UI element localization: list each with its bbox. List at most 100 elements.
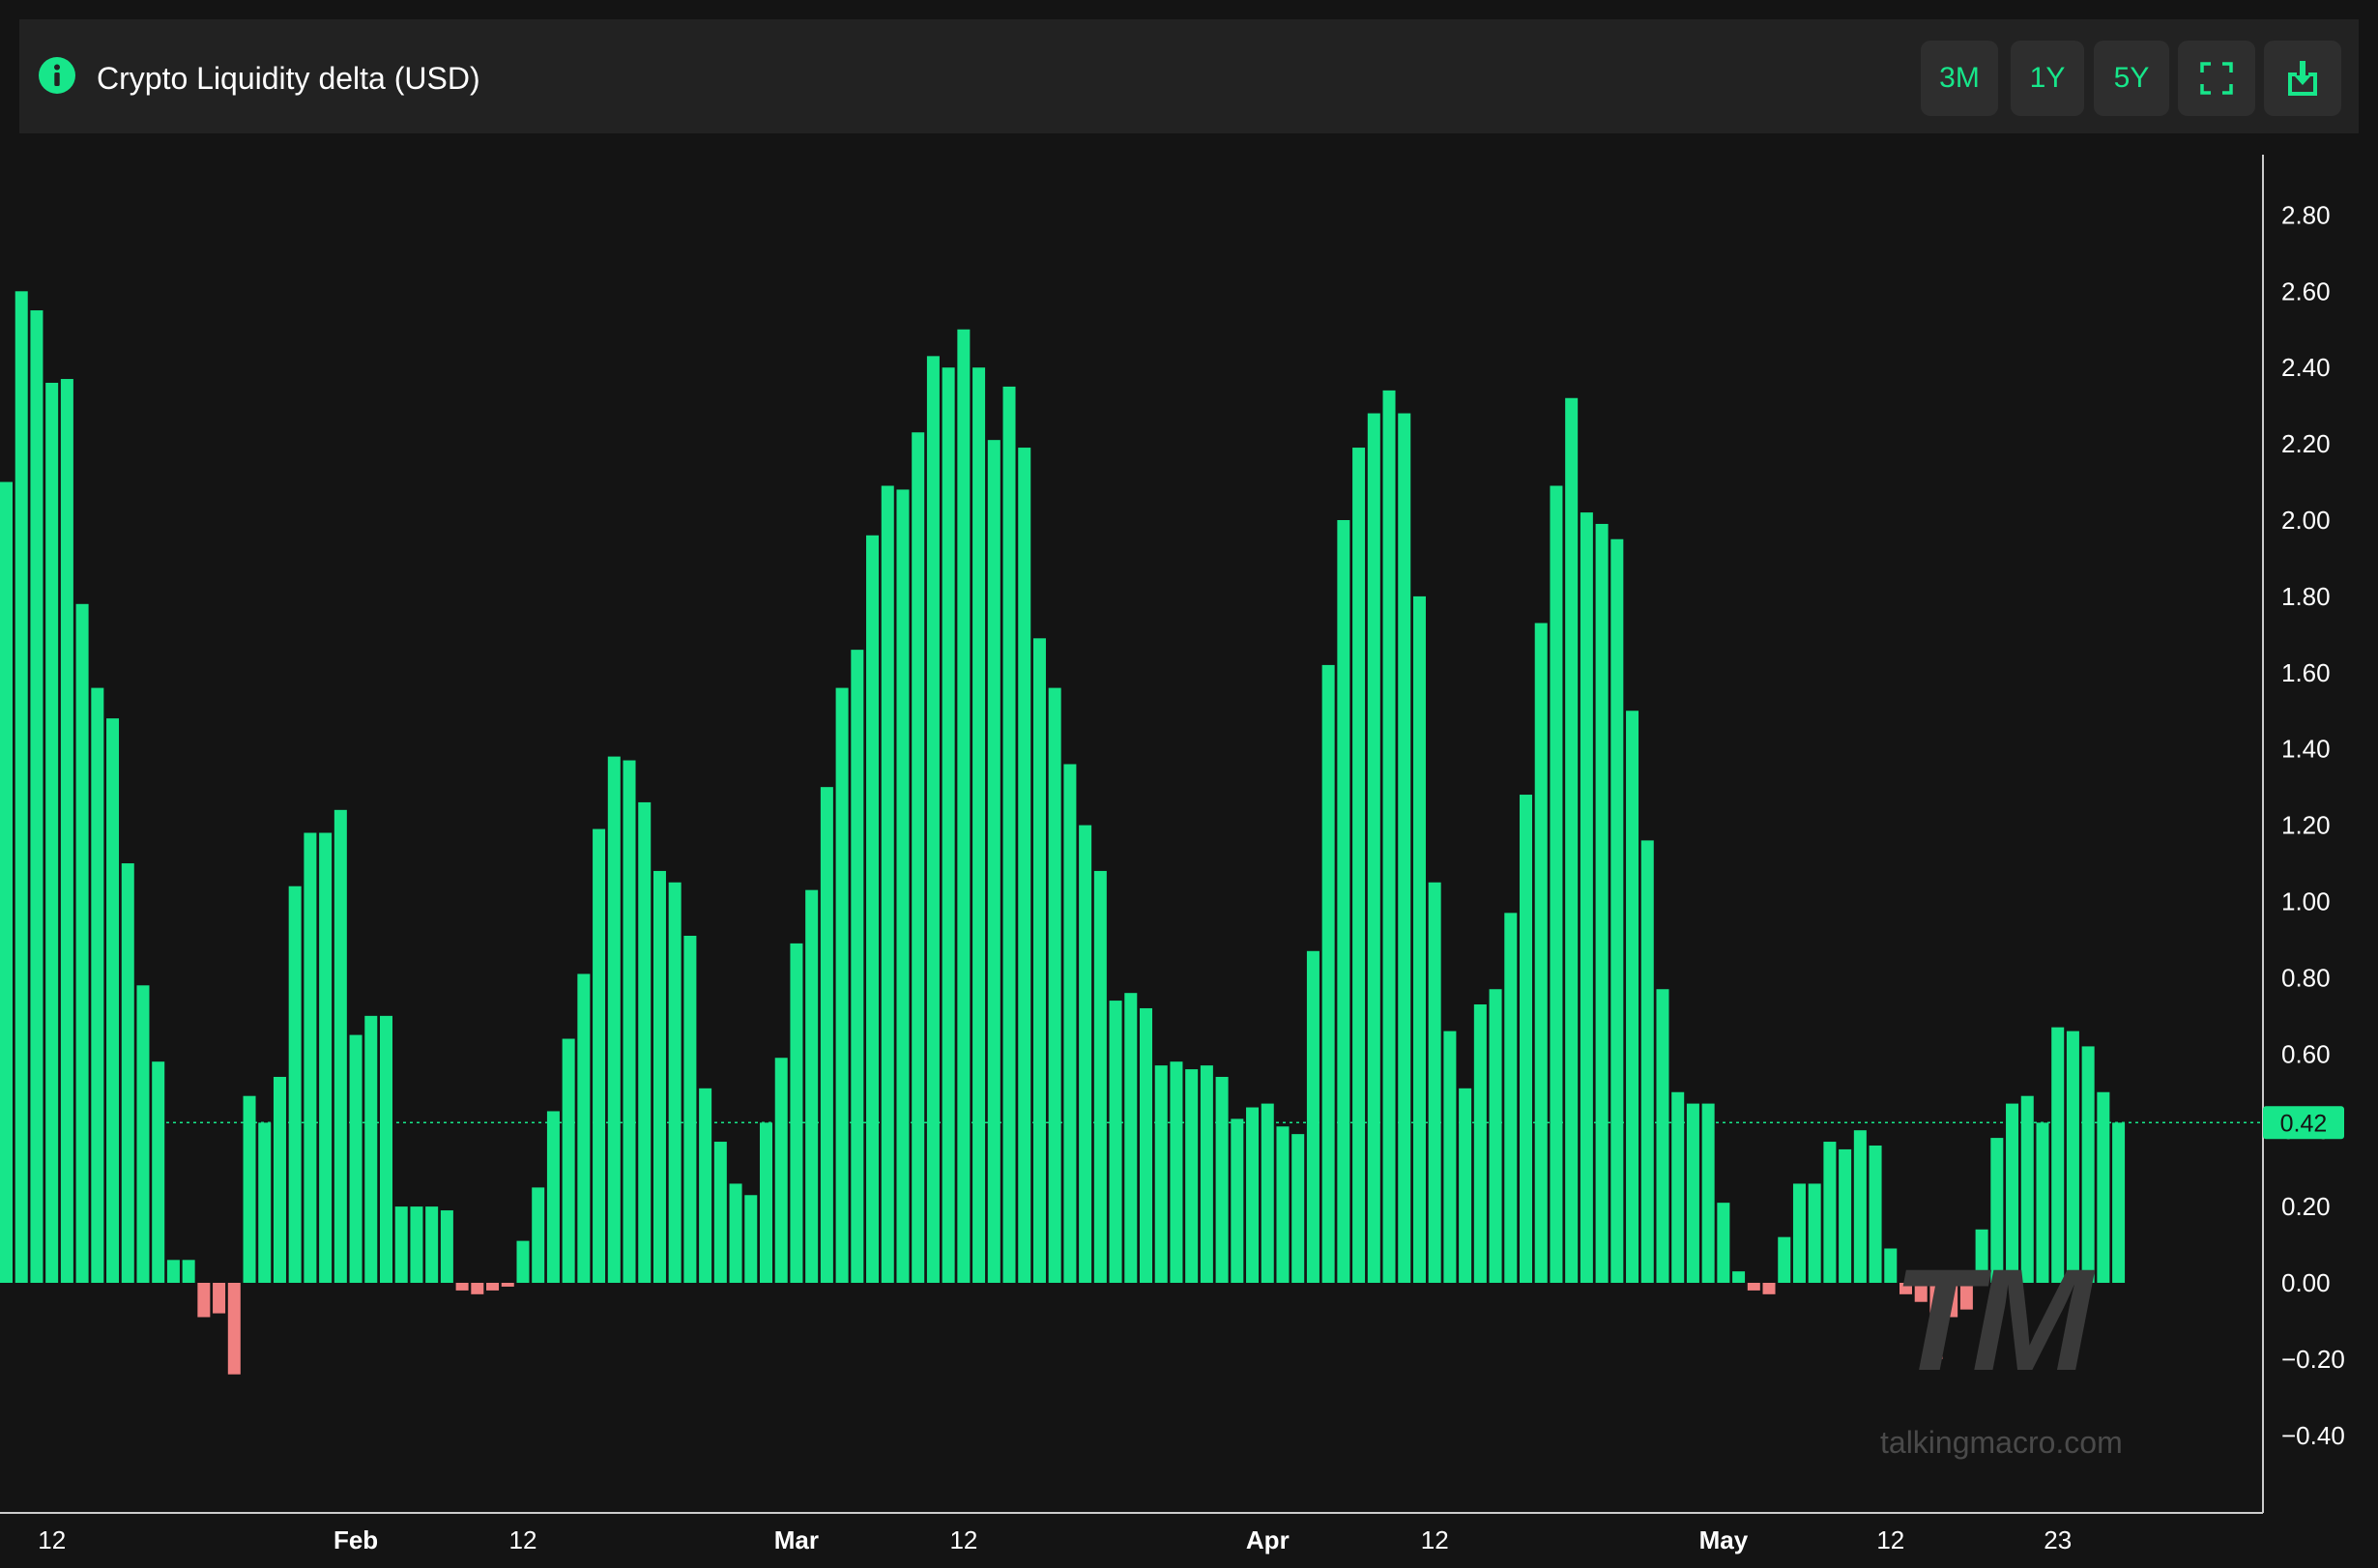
y-tick-label: 1.80	[2281, 582, 2331, 611]
fullscreen-button[interactable]	[2178, 41, 2255, 116]
range-1y-button[interactable]: 1Y	[2011, 41, 2084, 116]
y-tick-label: 2.40	[2281, 353, 2331, 382]
bar	[1959, 1283, 1973, 1310]
x-tick-label: Mar	[774, 1525, 819, 1554]
bar	[1321, 664, 1335, 1283]
bar	[1534, 623, 1548, 1283]
bar	[288, 886, 302, 1283]
bar	[562, 1038, 575, 1283]
bar	[577, 973, 591, 1283]
bar	[713, 1142, 727, 1284]
y-axis-ticks: 2.80 2.60 2.40 2.20 2.00 1.80 1.60 1.40 1.20 1.00…	[2281, 200, 2345, 1449]
bar	[349, 1034, 362, 1284]
bar	[380, 1015, 392, 1283]
bar	[1640, 840, 1654, 1283]
bar	[1900, 1283, 1912, 1294]
y-tick-label: 1.40	[2281, 735, 2331, 764]
info-icon[interactable]	[39, 57, 75, 94]
range-3m-button[interactable]: 3M	[1921, 41, 1998, 116]
bar	[1656, 989, 1669, 1283]
bar	[60, 379, 73, 1283]
watermark-logo: TM	[1893, 1238, 2093, 1401]
bar	[683, 936, 697, 1283]
bar	[1701, 1103, 1715, 1283]
x-tick-label: 23	[2044, 1525, 2072, 1554]
x-tick-label: Feb	[334, 1525, 378, 1554]
x-tick-label: 12	[1421, 1525, 1449, 1554]
x-axis-ticks: 12 Feb 12 Mar 12 Apr 12 May 12 23	[38, 1525, 2072, 1554]
y-tick-label: 1.60	[2281, 658, 2331, 687]
bar	[1626, 711, 1639, 1283]
bar	[835, 687, 849, 1283]
bar	[729, 1183, 742, 1283]
bar	[1550, 485, 1563, 1283]
bar	[1443, 1031, 1457, 1283]
x-tick-label: 12	[1876, 1525, 1904, 1554]
bar	[1747, 1283, 1760, 1291]
bar	[607, 756, 621, 1283]
bar	[1823, 1142, 1837, 1284]
bar	[304, 832, 317, 1283]
bar	[213, 1283, 226, 1314]
x-tick-label: May	[1699, 1525, 1749, 1554]
bar	[2066, 1031, 2079, 1283]
bar	[0, 481, 13, 1283]
bar	[2020, 1095, 2034, 1283]
bar	[1291, 1134, 1305, 1283]
bar	[364, 1015, 378, 1283]
bar	[136, 985, 150, 1283]
y-tick-label: −0.20	[2281, 1345, 2345, 1374]
download-button[interactable]	[2264, 41, 2341, 116]
y-tick-label: 2.20	[2281, 429, 2331, 458]
bar	[1686, 1103, 1699, 1283]
chart-header: Crypto Liquidity delta (USD) 3M 1Y 5Y	[19, 19, 2359, 133]
bar-series	[0, 291, 2126, 1375]
bar	[1732, 1271, 1746, 1283]
bar	[45, 382, 59, 1284]
bar	[516, 1240, 530, 1284]
bar	[1595, 523, 1609, 1283]
bar	[440, 1210, 453, 1283]
bar	[1975, 1229, 1988, 1283]
bar	[1382, 390, 1396, 1283]
bar	[1306, 950, 1320, 1283]
y-tick-label: 1.00	[2281, 887, 2331, 916]
bar	[957, 329, 971, 1283]
bar	[471, 1283, 484, 1294]
bar	[106, 718, 120, 1283]
bar	[2081, 1046, 2095, 1283]
bar	[182, 1260, 195, 1283]
bar	[1459, 1088, 1472, 1283]
bar	[1473, 1004, 1487, 1283]
x-tick-label: Apr	[1246, 1525, 1290, 1554]
bar	[1170, 1061, 1183, 1283]
range-5y-button[interactable]: 5Y	[2094, 41, 2169, 116]
bar	[501, 1283, 514, 1287]
bar	[2097, 1091, 2110, 1283]
bar	[227, 1283, 241, 1375]
bar	[75, 603, 89, 1283]
bar	[1246, 1107, 1260, 1283]
bar	[1079, 825, 1092, 1283]
bar	[1520, 795, 1532, 1283]
bar	[1154, 1065, 1168, 1283]
bar	[1124, 993, 1138, 1283]
bar	[1093, 870, 1107, 1283]
bar	[851, 650, 864, 1283]
y-tick-label: 1.20	[2281, 811, 2331, 840]
bar	[820, 787, 833, 1283]
bar	[532, 1187, 545, 1284]
bar	[455, 1283, 469, 1291]
current-value-label: 0.42	[2280, 1110, 2328, 1137]
bar	[1671, 1091, 1685, 1283]
bar	[319, 832, 333, 1283]
bar	[1610, 538, 1624, 1283]
bar	[1032, 638, 1046, 1283]
bar	[1412, 595, 1426, 1283]
bar	[1792, 1183, 1806, 1283]
bar	[790, 943, 803, 1283]
bar	[760, 1122, 772, 1283]
bar	[1352, 448, 1366, 1283]
bar	[866, 535, 880, 1283]
bar	[1884, 1248, 1898, 1283]
